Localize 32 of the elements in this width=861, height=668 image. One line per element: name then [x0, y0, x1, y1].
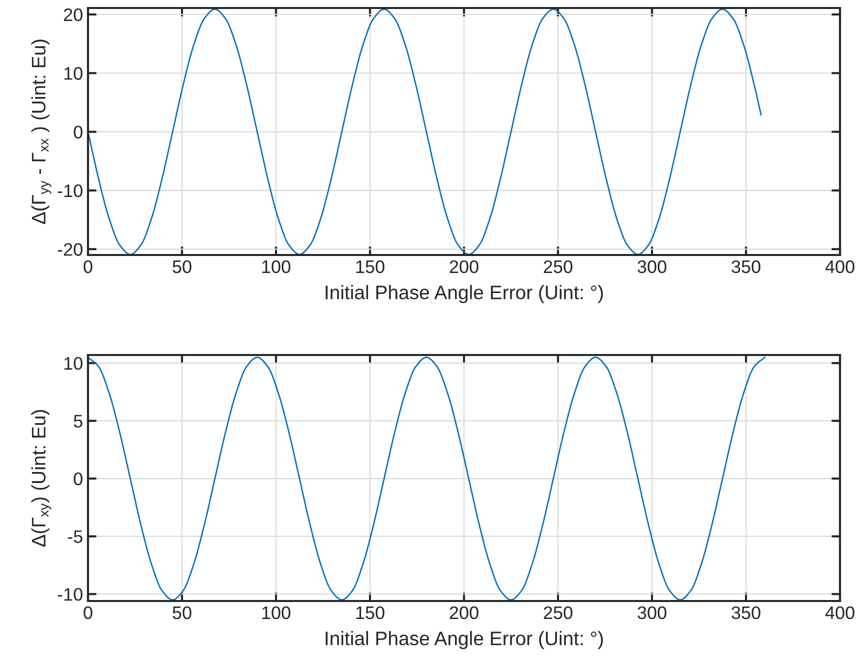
y-tick-label: -20: [58, 243, 82, 256]
y-tick-label: 0: [74, 126, 82, 139]
y-tick-label: 10: [64, 357, 82, 370]
x-tick-label: 200: [450, 606, 478, 620]
x-tick-label: 0: [84, 606, 92, 620]
x-tick-label: 150: [356, 260, 384, 274]
x-axis-title: Initial Phase Angle Error (Uint: °): [326, 285, 603, 304]
y-tick-label: -10: [58, 588, 82, 601]
x-tick-label: 400: [825, 260, 854, 274]
y-axis-title: Δ(Γ$_{yy}$ - Γ$_{xx}$ ) (Uint: Eu): [31, 40, 52, 224]
x-tick-label: 300: [638, 606, 666, 620]
x-tick-label: 0: [84, 260, 92, 274]
y-tick-label: 10: [64, 67, 82, 80]
x-tick-label: 250: [544, 260, 572, 274]
x-tick-label: 300: [638, 260, 666, 274]
x-tick-label: 200: [450, 260, 478, 274]
x-tick-label: 350: [732, 260, 760, 274]
x-tick-label: 50: [172, 606, 192, 620]
x-tick-label: 350: [732, 606, 760, 620]
y-tick-label: 0: [74, 472, 82, 486]
x-axis-title: Initial Phase Angle Error (Uint: °): [326, 631, 603, 650]
x-tick-label: 100: [262, 606, 290, 620]
y-tick-label: 5: [74, 414, 82, 428]
y-tick-label: 20: [64, 8, 82, 22]
x-tick-label: 250: [544, 606, 572, 620]
x-tick-label: 400: [825, 606, 854, 620]
y-tick-label: -5: [68, 530, 82, 544]
y-tick-label: -10: [58, 184, 82, 198]
x-tick-label: 50: [172, 260, 192, 274]
y-axis-title: Δ(Γ$_{xy}$) (Uint: Eu): [31, 410, 52, 547]
x-tick-label: 100: [262, 260, 290, 274]
x-tick-label: 150: [356, 606, 384, 620]
